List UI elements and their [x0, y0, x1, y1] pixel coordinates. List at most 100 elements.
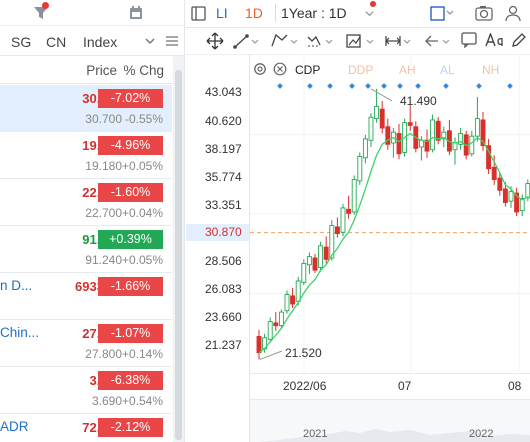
candle-body — [424, 139, 430, 152]
candle-body — [474, 118, 480, 137]
legend-item: DDP — [348, 63, 374, 77]
candle-body — [502, 188, 508, 203]
layout-label[interactable]: LI — [216, 5, 228, 21]
watchlist-panel: SG CN Index Price % Chg 30.870-7.02%30.7… — [0, 0, 185, 442]
price-tick: 28.506 — [205, 254, 242, 268]
watchlist-row[interactable]: 3.670-6.38%3.690+0.54% — [0, 367, 172, 414]
text-icon[interactable] — [485, 32, 505, 50]
event-marker — [507, 83, 513, 89]
candle-body — [508, 191, 514, 202]
date-label: 2022/06 — [283, 379, 327, 393]
change-badge: -1.66% — [98, 277, 163, 296]
menu-icon[interactable] — [165, 34, 179, 51]
tab-sg[interactable]: SG — [11, 34, 32, 50]
candle-body — [374, 105, 380, 120]
candle-body — [486, 145, 492, 170]
prepost-change: +0.05% — [121, 253, 163, 267]
watchlist-toolbar — [0, 0, 184, 26]
event-marker — [476, 83, 482, 89]
candle-body — [295, 280, 301, 302]
edit-icon[interactable] — [511, 32, 527, 53]
trendline-icon[interactable] — [233, 32, 261, 55]
chevron-down-icon[interactable] — [144, 34, 156, 50]
candle-body — [452, 142, 458, 151]
measure-icon[interactable] — [346, 32, 378, 55]
price-axis[interactable]: 43.043 40.620 38.197 35.774 33.351 30.87… — [186, 55, 250, 442]
watchlist-row[interactable]: 22.690-1.60%22.700+0.04% — [0, 179, 172, 226]
event-marker — [307, 83, 313, 89]
watchlist-row[interactable]: 19.170-4.96%19.180+0.05% — [0, 132, 172, 179]
chevron-down-icon[interactable] — [364, 6, 375, 22]
polyline-icon[interactable] — [270, 32, 300, 55]
candle-body — [385, 126, 391, 145]
watchlist-row[interactable]: Chin...27.760-1.07%27.800+0.14% — [0, 320, 172, 367]
prepost-change: -0.55% — [124, 112, 163, 126]
filter-icon[interactable] — [32, 4, 50, 22]
symbol-name: ADR — [0, 419, 29, 434]
candle-body — [306, 256, 312, 266]
wave-icon[interactable] — [307, 32, 337, 55]
candle-body — [491, 166, 497, 180]
price-tick: 38.197 — [205, 142, 242, 156]
watchlist-row[interactable]: 91.190+0.39%91.240+0.05% — [0, 226, 172, 273]
high-pointer — [370, 88, 393, 102]
market-tabs: SG CN Index — [0, 26, 184, 56]
candle-body — [407, 122, 413, 126]
candlestick-plot[interactable] — [250, 55, 530, 373]
prepost-change: +0.05% — [121, 159, 163, 173]
price-column-header[interactable]: Price — [86, 63, 117, 78]
event-marker — [443, 83, 449, 89]
date-axis[interactable]: 2022/06 07 08 — [250, 373, 530, 399]
price-tick: 33.351 — [205, 198, 242, 212]
low-pointer — [259, 350, 283, 360]
candle-body — [368, 116, 374, 141]
watchlist-row[interactable]: ADR72.860-2.12% — [0, 414, 172, 442]
high-price-label: 41.490 — [400, 94, 437, 108]
legend-symbol: CDP — [295, 63, 321, 77]
low-price-label: 21.520 — [285, 346, 322, 360]
range-selector[interactable]: 1Year : 1D — [281, 5, 347, 21]
price-tick: 26.083 — [205, 282, 242, 296]
candle-body — [329, 225, 335, 259]
camera-icon[interactable] — [475, 5, 493, 24]
comment-icon[interactable] — [461, 32, 477, 53]
overview-navigator[interactable]: 2021 2022 — [250, 399, 530, 442]
change-badge: -6.38% — [98, 371, 163, 390]
watchlist-row[interactable]: 30.870-7.02%30.700-0.55% — [0, 85, 172, 132]
change-column-header[interactable]: % Chg — [123, 63, 164, 78]
prepost-price: 3.690 — [91, 394, 122, 408]
tab-index[interactable]: Index — [83, 34, 118, 50]
close-icon[interactable] — [273, 62, 287, 79]
price-tick: 35.774 — [205, 170, 242, 184]
range-measure-icon[interactable] — [384, 32, 414, 55]
candle-body — [480, 119, 486, 147]
watchlist-header: Price % Chg — [0, 56, 184, 84]
change-badge: -1.60% — [98, 183, 163, 202]
settings-icon[interactable] — [253, 62, 267, 79]
candle-body — [441, 131, 447, 140]
calendar-icon[interactable] — [127, 4, 145, 22]
undo-icon[interactable] — [424, 32, 452, 55]
prepost-price: 91.240 — [85, 253, 122, 267]
change-badge: -2.12% — [98, 418, 163, 437]
scrollbar-thumb[interactable] — [175, 70, 182, 440]
date-label: 08 — [508, 379, 522, 393]
move-icon[interactable] — [206, 32, 224, 55]
chart-header: LI 1D 1Year : 1D — [186, 0, 530, 28]
overview-label: 2022 — [469, 428, 494, 440]
candle-body — [301, 262, 307, 283]
price-chart[interactable]: 43.043 40.620 38.197 35.774 33.351 30.87… — [186, 55, 530, 442]
candle-body — [318, 245, 324, 268]
overview-label: 2021 — [303, 428, 328, 440]
layout-icon[interactable] — [191, 6, 206, 24]
watchlist-row[interactable]: n D...6933.96-1.66% — [0, 273, 172, 320]
color-picker-icon[interactable] — [430, 6, 456, 24]
prepost-price: 27.800 — [85, 347, 122, 361]
event-marker — [397, 83, 403, 89]
avatar-icon[interactable] — [504, 4, 522, 25]
candle-body — [458, 133, 464, 145]
prepost-price: 30.700 — [85, 112, 122, 126]
moving-average-line — [258, 132, 530, 354]
tab-cn[interactable]: CN — [46, 34, 67, 50]
interval-selector[interactable]: 1D — [245, 5, 263, 21]
